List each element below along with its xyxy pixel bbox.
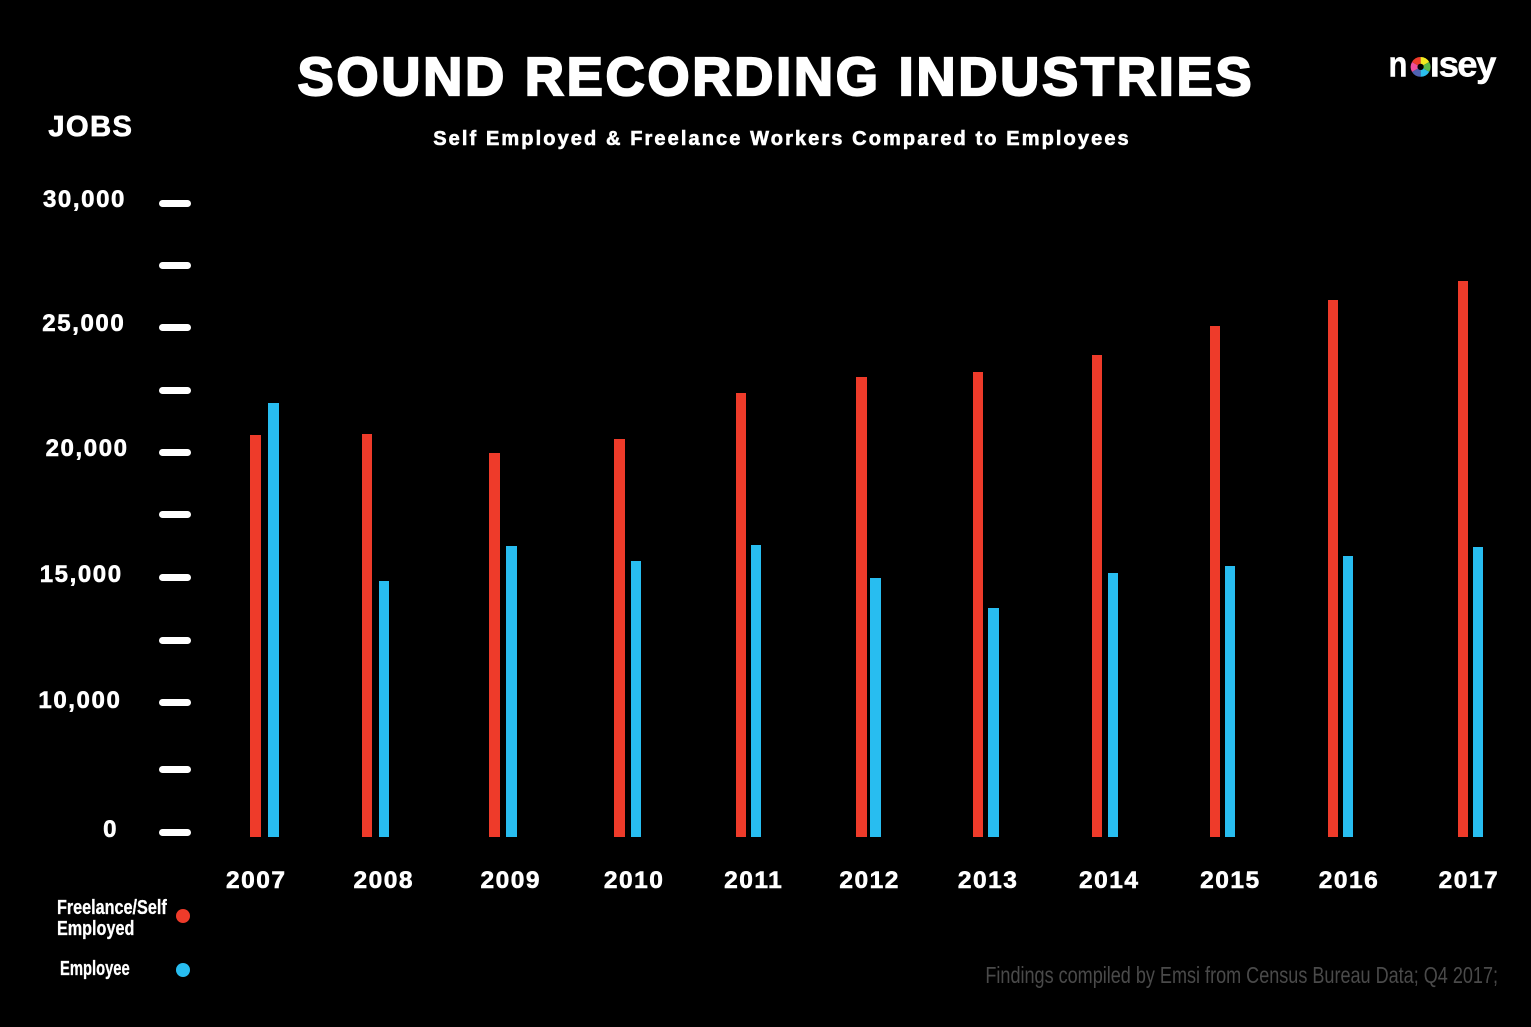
svg-text:y: y <box>1476 44 1497 85</box>
svg-text:n: n <box>1389 44 1408 85</box>
svg-text:e: e <box>1457 44 1477 85</box>
svg-text:ı: ı <box>1430 44 1440 85</box>
svg-text:s: s <box>1439 44 1459 85</box>
